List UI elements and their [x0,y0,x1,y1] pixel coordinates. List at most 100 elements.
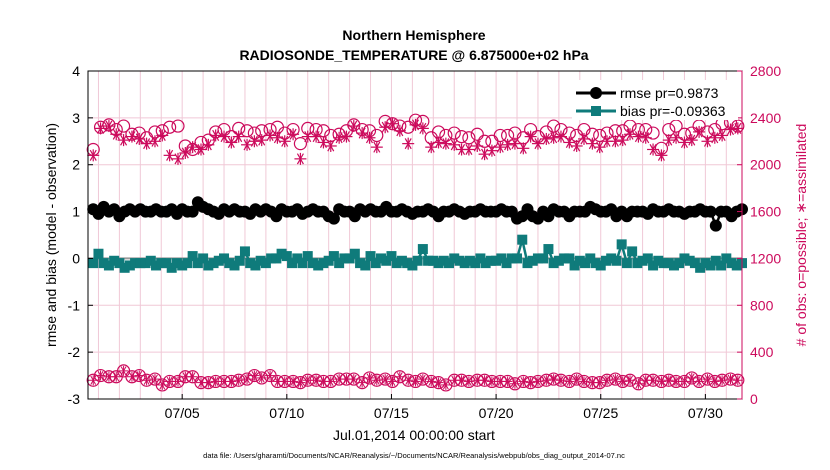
assimilated-point [716,129,729,142]
bias-point [229,260,240,271]
possible_bias_level-point-ring [662,373,676,387]
possible_bias_level-point [255,371,269,385]
possible_bias_level-point-ring [416,372,430,386]
bias-point [156,258,167,269]
bias-point [705,260,716,271]
possible_bias_level-point-ring [616,374,630,389]
possible_bias_level-point [347,372,361,386]
assimilated-point [310,130,323,143]
bias-point [438,255,449,266]
possible_bias_level-point-ring [125,370,139,384]
possible_bias_level-point-ring [646,373,660,387]
possible_bias_level-point-ring [324,374,338,389]
bias-point [109,255,120,266]
bias-point [480,258,491,269]
bias-point [663,258,674,269]
bias-point [616,239,627,250]
bias-point [595,260,606,271]
y-left-tick-label: 3 [72,110,80,126]
possible_bias_level-point [139,373,154,387]
possible_bias_level-point [531,374,545,389]
possible_bias_level-point [132,368,146,383]
assimilated-point [724,123,737,136]
bias-point [208,258,219,269]
assimilated-point [485,144,498,157]
assimilated-point [547,131,560,144]
bias-point [574,255,585,266]
bias-point [496,253,507,264]
x-tick-label: 07/25 [583,405,618,421]
bias-point [485,255,496,266]
possible_bias_level-point [240,372,254,386]
possible_bias_level-point [209,374,223,389]
bias-point [517,234,528,245]
assimilated-point [439,137,452,150]
possible_bias_level-point [685,371,699,385]
possible_bias_level-point [116,364,131,378]
bias-point [124,260,135,271]
bias-point [328,251,339,262]
possible_bias_level-point-ring [401,373,415,387]
bias-point [140,258,151,269]
assimilated-point [241,138,254,151]
assimilated-point [140,137,153,150]
bias-point [171,258,182,269]
possible_bias_level-point-ring [454,373,469,387]
bias-point [307,258,318,269]
bias-point [658,258,669,269]
y-right-tick-label: 0 [750,391,758,407]
assimilated-point [685,134,698,147]
possible_bias_level-point-ring [255,371,269,385]
x-tick-label: 07/30 [688,405,723,421]
possible-point [163,120,177,134]
possible_bias_level-point [692,374,706,389]
possible_bias_level-point-ring [677,374,692,389]
possible_bias_level-point [163,374,177,389]
legend: rmse pr=0.9873 bias pr=-0.09363 [572,80,738,120]
possible-point [240,124,254,138]
assimilated-point [333,131,346,144]
bias-point [187,251,198,262]
possible_bias_level-point [562,374,576,389]
assimilated-point [340,130,353,143]
possible_bias_level-point-ring [139,373,154,387]
possible_bias_level-point-ring [132,368,146,383]
possible_bias_level-point-ring [201,376,215,390]
possible_bias_level-point-ring [508,377,522,391]
bias-point [600,255,611,266]
possible_bias_level-point [378,372,392,386]
assimilated-point [148,135,161,148]
possible_bias_level-point-ring [477,373,492,387]
possible-point [477,134,492,148]
bias-point [470,258,481,269]
bias-point [459,258,470,269]
assimilated-point [624,128,637,141]
bias-point [339,253,350,264]
assimilated-point [524,130,537,143]
y-right-tick-label: 800 [750,297,774,313]
possible_bias_level-point [148,372,162,386]
bias-point [250,260,261,271]
bias-point [360,260,371,271]
possible_bias_level-point-ring [692,374,706,389]
possible_bias_level-point [109,370,123,384]
possible_bias_level-point-ring [524,376,538,390]
y-left-tick-label: 0 [72,250,80,266]
assimilated-point [125,130,138,143]
bias-point [454,255,465,266]
bias-point [192,258,203,269]
bias-point [381,255,392,266]
assimilated-point [609,135,622,148]
possible-point [171,119,185,133]
possible_bias_level-point [708,374,722,389]
bias-point [177,260,188,271]
possible-point [454,130,469,144]
possible_bias_level-point [508,377,522,391]
possible_bias_level-point [654,374,669,389]
bias-point [538,253,549,264]
possible_bias_level-point-ring [723,372,738,386]
bias-point [731,260,742,271]
possible_bias_level-point [715,373,729,387]
y-right-tick-label: 400 [750,344,774,360]
x-axis-label: Jul.01,2014 00:00:00 start [333,427,495,443]
